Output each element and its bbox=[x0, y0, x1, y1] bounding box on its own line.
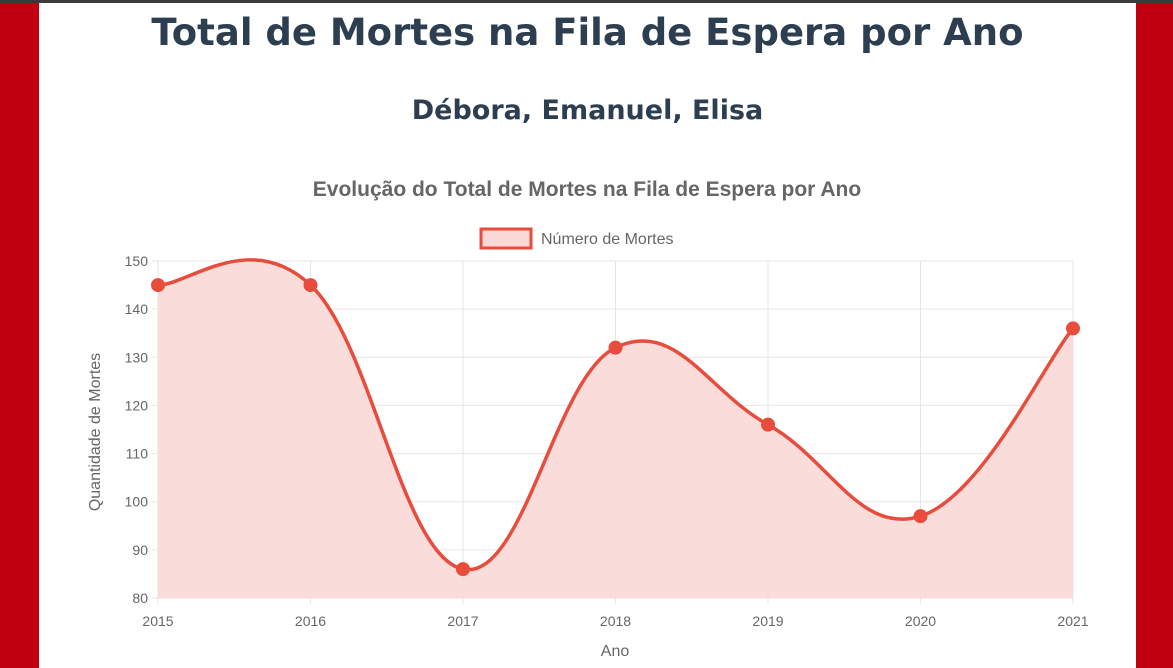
y-tick-label: 80 bbox=[132, 590, 148, 606]
x-tick-label: 2018 bbox=[600, 613, 631, 629]
x-tick-label: 2017 bbox=[447, 613, 478, 629]
data-point-2016 bbox=[303, 278, 318, 293]
page-title: Total de Mortes na Fila de Espera por An… bbox=[151, 11, 1024, 54]
y-axis-title: Quantidade de Mortes bbox=[87, 353, 104, 511]
y-tick-label: 130 bbox=[125, 349, 149, 365]
data-points bbox=[151, 278, 1080, 577]
window-top-border bbox=[0, 0, 1173, 3]
line-chart: Evolução do Total de Mortes na Fila de E… bbox=[87, 178, 1089, 660]
data-point-2015 bbox=[151, 278, 165, 293]
y-tick-label: 110 bbox=[126, 446, 149, 462]
x-axis-ticks: 2015 2016 2017 2018 2019 2020 2021 bbox=[142, 613, 1088, 629]
data-point-2017 bbox=[456, 562, 470, 577]
x-tick-label: 2020 bbox=[905, 613, 936, 629]
y-tick-label: 150 bbox=[125, 253, 149, 269]
y-axis-ticks: 80 90 100 110 120 130 140 150 bbox=[125, 253, 149, 606]
series-area-fill bbox=[158, 259, 1073, 598]
x-tick-label: 2019 bbox=[752, 613, 783, 629]
y-tick-label: 90 bbox=[132, 542, 148, 558]
legend-swatch bbox=[479, 227, 533, 250]
legend-label: Número de Mortes bbox=[541, 231, 674, 248]
chart-legend[interactable]: Número de Mortes bbox=[479, 227, 674, 250]
data-point-2019 bbox=[761, 417, 775, 432]
x-tick-label: 2016 bbox=[295, 613, 326, 629]
data-point-2021 bbox=[1066, 321, 1080, 336]
x-tick-label: 2015 bbox=[142, 613, 173, 629]
content-panel: Total de Mortes na Fila de Espera por An… bbox=[39, 3, 1136, 668]
x-axis-title: Ano bbox=[601, 643, 630, 660]
page-subtitle: Débora, Emanuel, Elisa bbox=[411, 95, 764, 126]
series-area bbox=[158, 259, 1073, 598]
x-tick-label: 2021 bbox=[1057, 613, 1088, 629]
data-point-2020 bbox=[913, 509, 928, 524]
chart-title: Evolução do Total de Mortes na Fila de E… bbox=[313, 178, 861, 201]
data-point-2018 bbox=[608, 340, 623, 355]
y-tick-label: 120 bbox=[125, 397, 149, 413]
y-tick-label: 100 bbox=[125, 494, 149, 510]
y-tick-label: 140 bbox=[125, 301, 149, 317]
